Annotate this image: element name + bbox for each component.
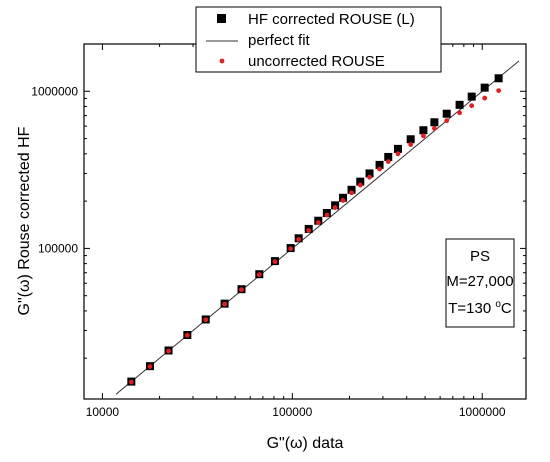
uncorrected-point (203, 317, 209, 323)
annotation-line3-sup: o (495, 299, 501, 310)
hf-corrected-point (455, 100, 464, 109)
y-tick-label: 100000 (38, 241, 78, 255)
hf-corrected-point (494, 74, 503, 83)
legend-label-perfect: perfect fit (248, 32, 311, 49)
perfect-fit-line (115, 60, 520, 395)
hf-corrected-point (347, 185, 356, 194)
legend-circle-marker (219, 58, 225, 64)
perfect-fit-series (115, 60, 520, 395)
uncorrected-point (377, 166, 382, 172)
uncorrected-point (184, 332, 190, 338)
uncorrected-point (324, 212, 330, 218)
uncorrected-point (256, 272, 262, 278)
axis-tick-labels: 10000 100000 1000000 100000 1000000 (31, 84, 506, 419)
uncorrected-point (357, 182, 363, 188)
hf-corrected-point (480, 83, 489, 92)
uncorrected-point (128, 379, 134, 385)
hf-corrected-point (365, 169, 374, 178)
annotation-line3-suffix: C (501, 300, 512, 317)
hf-corrected-point (339, 193, 348, 202)
uncorrected-point (367, 174, 372, 180)
uncorrected-point (239, 287, 244, 293)
uncorrected-point (349, 190, 354, 196)
annotation-line1: PS (470, 248, 490, 265)
uncorrected-point (408, 142, 414, 147)
hf-corrected-point (393, 144, 402, 153)
hf-corrected-point (442, 109, 451, 118)
x-tick-label: 10000 (86, 405, 120, 419)
hf-corrected-point (430, 118, 439, 127)
legend-box (195, 6, 442, 73)
hf-corrected-point (406, 135, 415, 144)
hf-corrected-point (356, 177, 365, 186)
annotation-frame (445, 238, 515, 328)
uncorrected-point (385, 159, 391, 164)
uncorrected-point (482, 95, 488, 101)
uncorrected-point (332, 205, 338, 210)
y-axis-title: G"(ω) Rouse corrected HF (16, 126, 33, 315)
uncorrected-point (222, 301, 228, 307)
annotation-line2: M=27,000 (446, 273, 513, 290)
uncorrected-point (147, 364, 153, 369)
uncorrected-point (296, 237, 302, 242)
uncorrected-point (272, 259, 278, 265)
plot-frame (83, 43, 527, 400)
hf-corrected-point (419, 126, 428, 135)
annotation-box: PS M=27,000 T=130 oC (445, 238, 515, 328)
annotation-line3-prefix: T=130 (448, 300, 495, 317)
uncorrected-point (469, 103, 475, 109)
uncorrected-point (166, 348, 171, 354)
hf-corrected-point (384, 152, 393, 161)
uncorrected-point (432, 126, 437, 131)
x-tick-label: 1000000 (459, 405, 506, 419)
x-tick-label: 100000 (272, 405, 312, 419)
uncorrected-point (306, 228, 312, 233)
uncorrected-point (457, 110, 462, 116)
uncorrected-point (496, 88, 502, 94)
uncorrected-point (288, 246, 294, 252)
uncorrected-point (444, 118, 450, 124)
uncorrected-point (315, 220, 321, 225)
legend-square-marker (217, 14, 226, 23)
legend: HF corrected ROUSE (L) perfect fit uncor… (195, 6, 442, 73)
y-tick-label: 1000000 (31, 84, 78, 98)
uncorrected-point (395, 151, 401, 157)
hf-corrected-point (467, 92, 476, 101)
annotation-line3: T=130 oC (448, 299, 512, 317)
hf-corrected-point (375, 160, 384, 169)
x-axis-title: G"(ω) data (267, 435, 344, 452)
legend-label-hf: HF corrected ROUSE (L) (248, 11, 415, 28)
legend-label-uncorrected: uncorrected ROUSE (248, 53, 385, 70)
uncorrected-point (340, 198, 346, 203)
uncorrected-point (420, 133, 426, 139)
data-series (127, 74, 503, 386)
axis-ticks (84, 43, 526, 399)
